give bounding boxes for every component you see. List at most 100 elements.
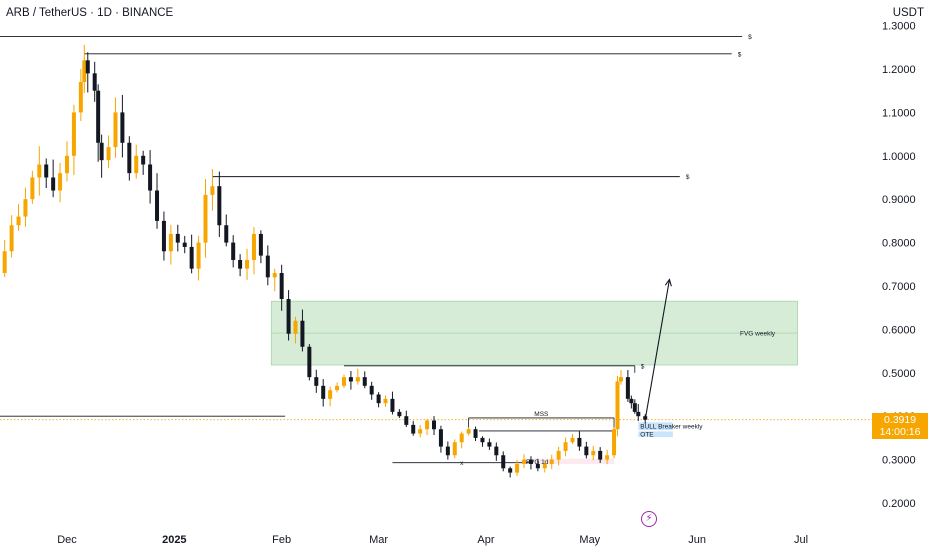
- candle: [279, 264, 284, 311]
- y-tick-label: 1.2000: [882, 64, 916, 76]
- candle-body: [494, 446, 499, 456]
- candle: [328, 386, 333, 407]
- candle-body: [321, 385, 326, 399]
- candle-body: [355, 377, 360, 382]
- candle: [438, 425, 443, 453]
- candle: [563, 437, 568, 457]
- candle-body: [155, 190, 160, 221]
- level-label-2: $: [686, 174, 690, 181]
- candle-body: [376, 394, 381, 404]
- y-tick-label: 0.9000: [882, 194, 916, 206]
- candle-body: [438, 429, 443, 447]
- candle: [182, 235, 187, 254]
- y-tick-label: 0.5000: [882, 368, 916, 380]
- candle-body: [37, 164, 42, 178]
- candle: [141, 150, 146, 175]
- candle-body: [265, 255, 270, 278]
- candle-body: [2, 251, 7, 273]
- candle: [612, 427, 617, 459]
- candle: [44, 158, 49, 189]
- candle-body: [542, 463, 547, 469]
- candle: [78, 69, 83, 122]
- candle-body: [272, 272, 277, 278]
- y-axis[interactable]: 0.20000.30000.40000.50000.60000.70000.80…: [882, 21, 916, 510]
- candle-body: [217, 186, 222, 226]
- candle: [99, 134, 104, 178]
- candle-body: [411, 424, 416, 434]
- x-tick-label: Jul: [794, 534, 808, 546]
- candle-body: [570, 437, 575, 443]
- x-axis[interactable]: Dec 2025 Feb Mar Apr May Jun Jul: [57, 534, 808, 546]
- candle: [231, 235, 236, 268]
- candle: [96, 84, 101, 162]
- candle-body: [9, 225, 14, 252]
- x-tick-label: Apr: [477, 534, 494, 546]
- candle: [432, 416, 436, 435]
- candle: [217, 171, 222, 238]
- candle: [335, 382, 340, 393]
- candle: [615, 375, 620, 437]
- candle-body: [605, 455, 610, 460]
- candle: [23, 187, 28, 227]
- levels-layer: $ $ $ $ MSS x: [0, 34, 872, 467]
- candle: [341, 374, 346, 389]
- candle-body: [515, 463, 520, 473]
- candle: [632, 399, 637, 414]
- candle: [598, 447, 603, 463]
- projection-layer: [644, 278, 672, 420]
- candle: [390, 391, 395, 415]
- level-label-7: x: [460, 460, 464, 467]
- candle-body: [629, 398, 634, 404]
- candle-body: [452, 442, 457, 456]
- zone-label-0: FVG weekly: [740, 331, 776, 338]
- projection-arrow-head: [664, 278, 672, 287]
- candle: [113, 97, 118, 158]
- candle-body: [238, 259, 243, 269]
- candle-body: [459, 433, 464, 443]
- candle-body: [625, 377, 630, 399]
- candle: [383, 395, 388, 407]
- candle: [314, 369, 319, 393]
- candle-body: [85, 60, 90, 74]
- candle: [16, 204, 21, 231]
- y-tick-label: 1.3000: [882, 21, 916, 33]
- candle-body: [293, 320, 298, 334]
- candle: [2, 240, 7, 277]
- candle-body: [618, 377, 623, 382]
- candle: [376, 392, 381, 408]
- candle-body: [134, 155, 139, 174]
- x-tick-label: Jun: [688, 534, 706, 546]
- candle: [591, 445, 596, 461]
- candle-body: [487, 442, 492, 447]
- candle: [106, 135, 111, 168]
- candle-body: [58, 173, 63, 191]
- candle-body: [113, 112, 118, 148]
- candle-body: [473, 429, 478, 438]
- candle-body: [636, 411, 641, 417]
- candle: [625, 369, 630, 402]
- candle: [307, 344, 312, 381]
- x-tick-label: May: [579, 534, 600, 546]
- candle-body: [418, 429, 423, 434]
- candle: [85, 52, 90, 93]
- candle: [272, 268, 277, 292]
- candle-body: [535, 463, 540, 469]
- candle: [487, 438, 492, 450]
- candle-body: [563, 442, 568, 451]
- current-price-badge: 0.3919 14:00:16: [872, 413, 928, 439]
- candle: [155, 173, 160, 229]
- candle-body: [591, 450, 596, 456]
- candle-body: [549, 459, 554, 464]
- candle-body: [279, 272, 284, 300]
- candle: [120, 94, 125, 158]
- candle: [528, 456, 533, 470]
- candle-body: [141, 155, 146, 165]
- candle-body: [328, 390, 333, 399]
- level-label-3: $: [641, 363, 645, 370]
- currency-unit-label: USDT: [892, 7, 924, 19]
- candle-body: [30, 177, 35, 200]
- candle-body: [425, 420, 430, 430]
- lightning-bolt-icon[interactable]: ⚡: [641, 511, 657, 527]
- candle-body: [161, 220, 166, 252]
